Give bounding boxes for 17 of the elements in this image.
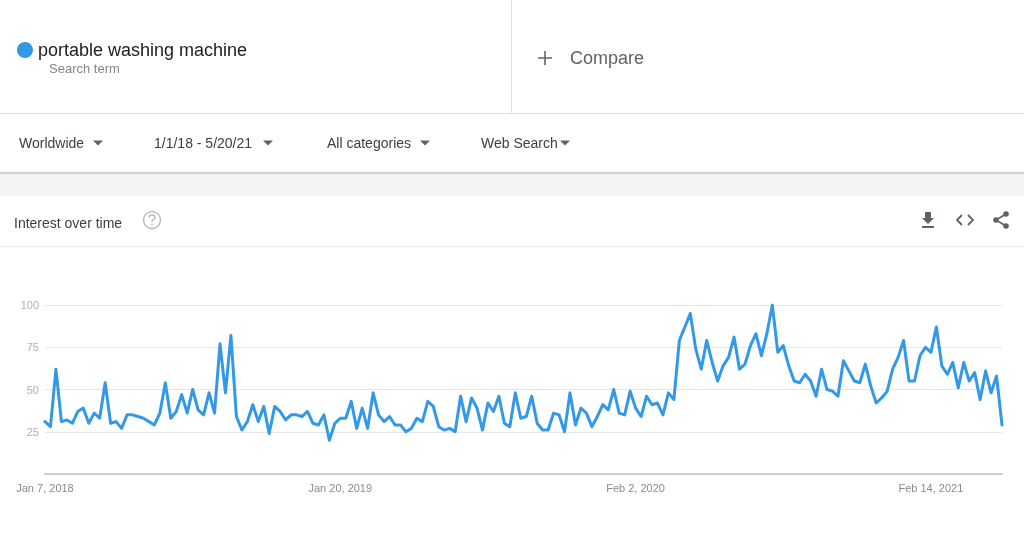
legend-label: portable washing machine bbox=[38, 40, 248, 60]
y-tick-label: 75 bbox=[26, 341, 39, 354]
x-tick-label: Feb 2, 2020 bbox=[606, 481, 665, 494]
text: 1/1/18 - 5/20/21 bbox=[154, 135, 253, 151]
text: Compare bbox=[570, 48, 645, 69]
y-tick-label: 25 bbox=[26, 425, 39, 438]
chart-title: Interest over time bbox=[14, 215, 123, 231]
x-tick-label: Jan 7, 2018 bbox=[16, 481, 74, 494]
x-tick-label: Jan 20, 2019 bbox=[308, 481, 373, 494]
x-tick-label: Feb 14, 2021 bbox=[898, 481, 964, 494]
line-series bbox=[43, 303, 1004, 442]
y-tick-label: 100 bbox=[20, 299, 39, 311]
y-tick-label: 50 bbox=[26, 383, 39, 396]
text: Search term bbox=[49, 61, 120, 76]
text: All categories bbox=[327, 135, 412, 151]
text: Worldwide bbox=[19, 135, 85, 151]
text: Web Search bbox=[481, 135, 558, 151]
